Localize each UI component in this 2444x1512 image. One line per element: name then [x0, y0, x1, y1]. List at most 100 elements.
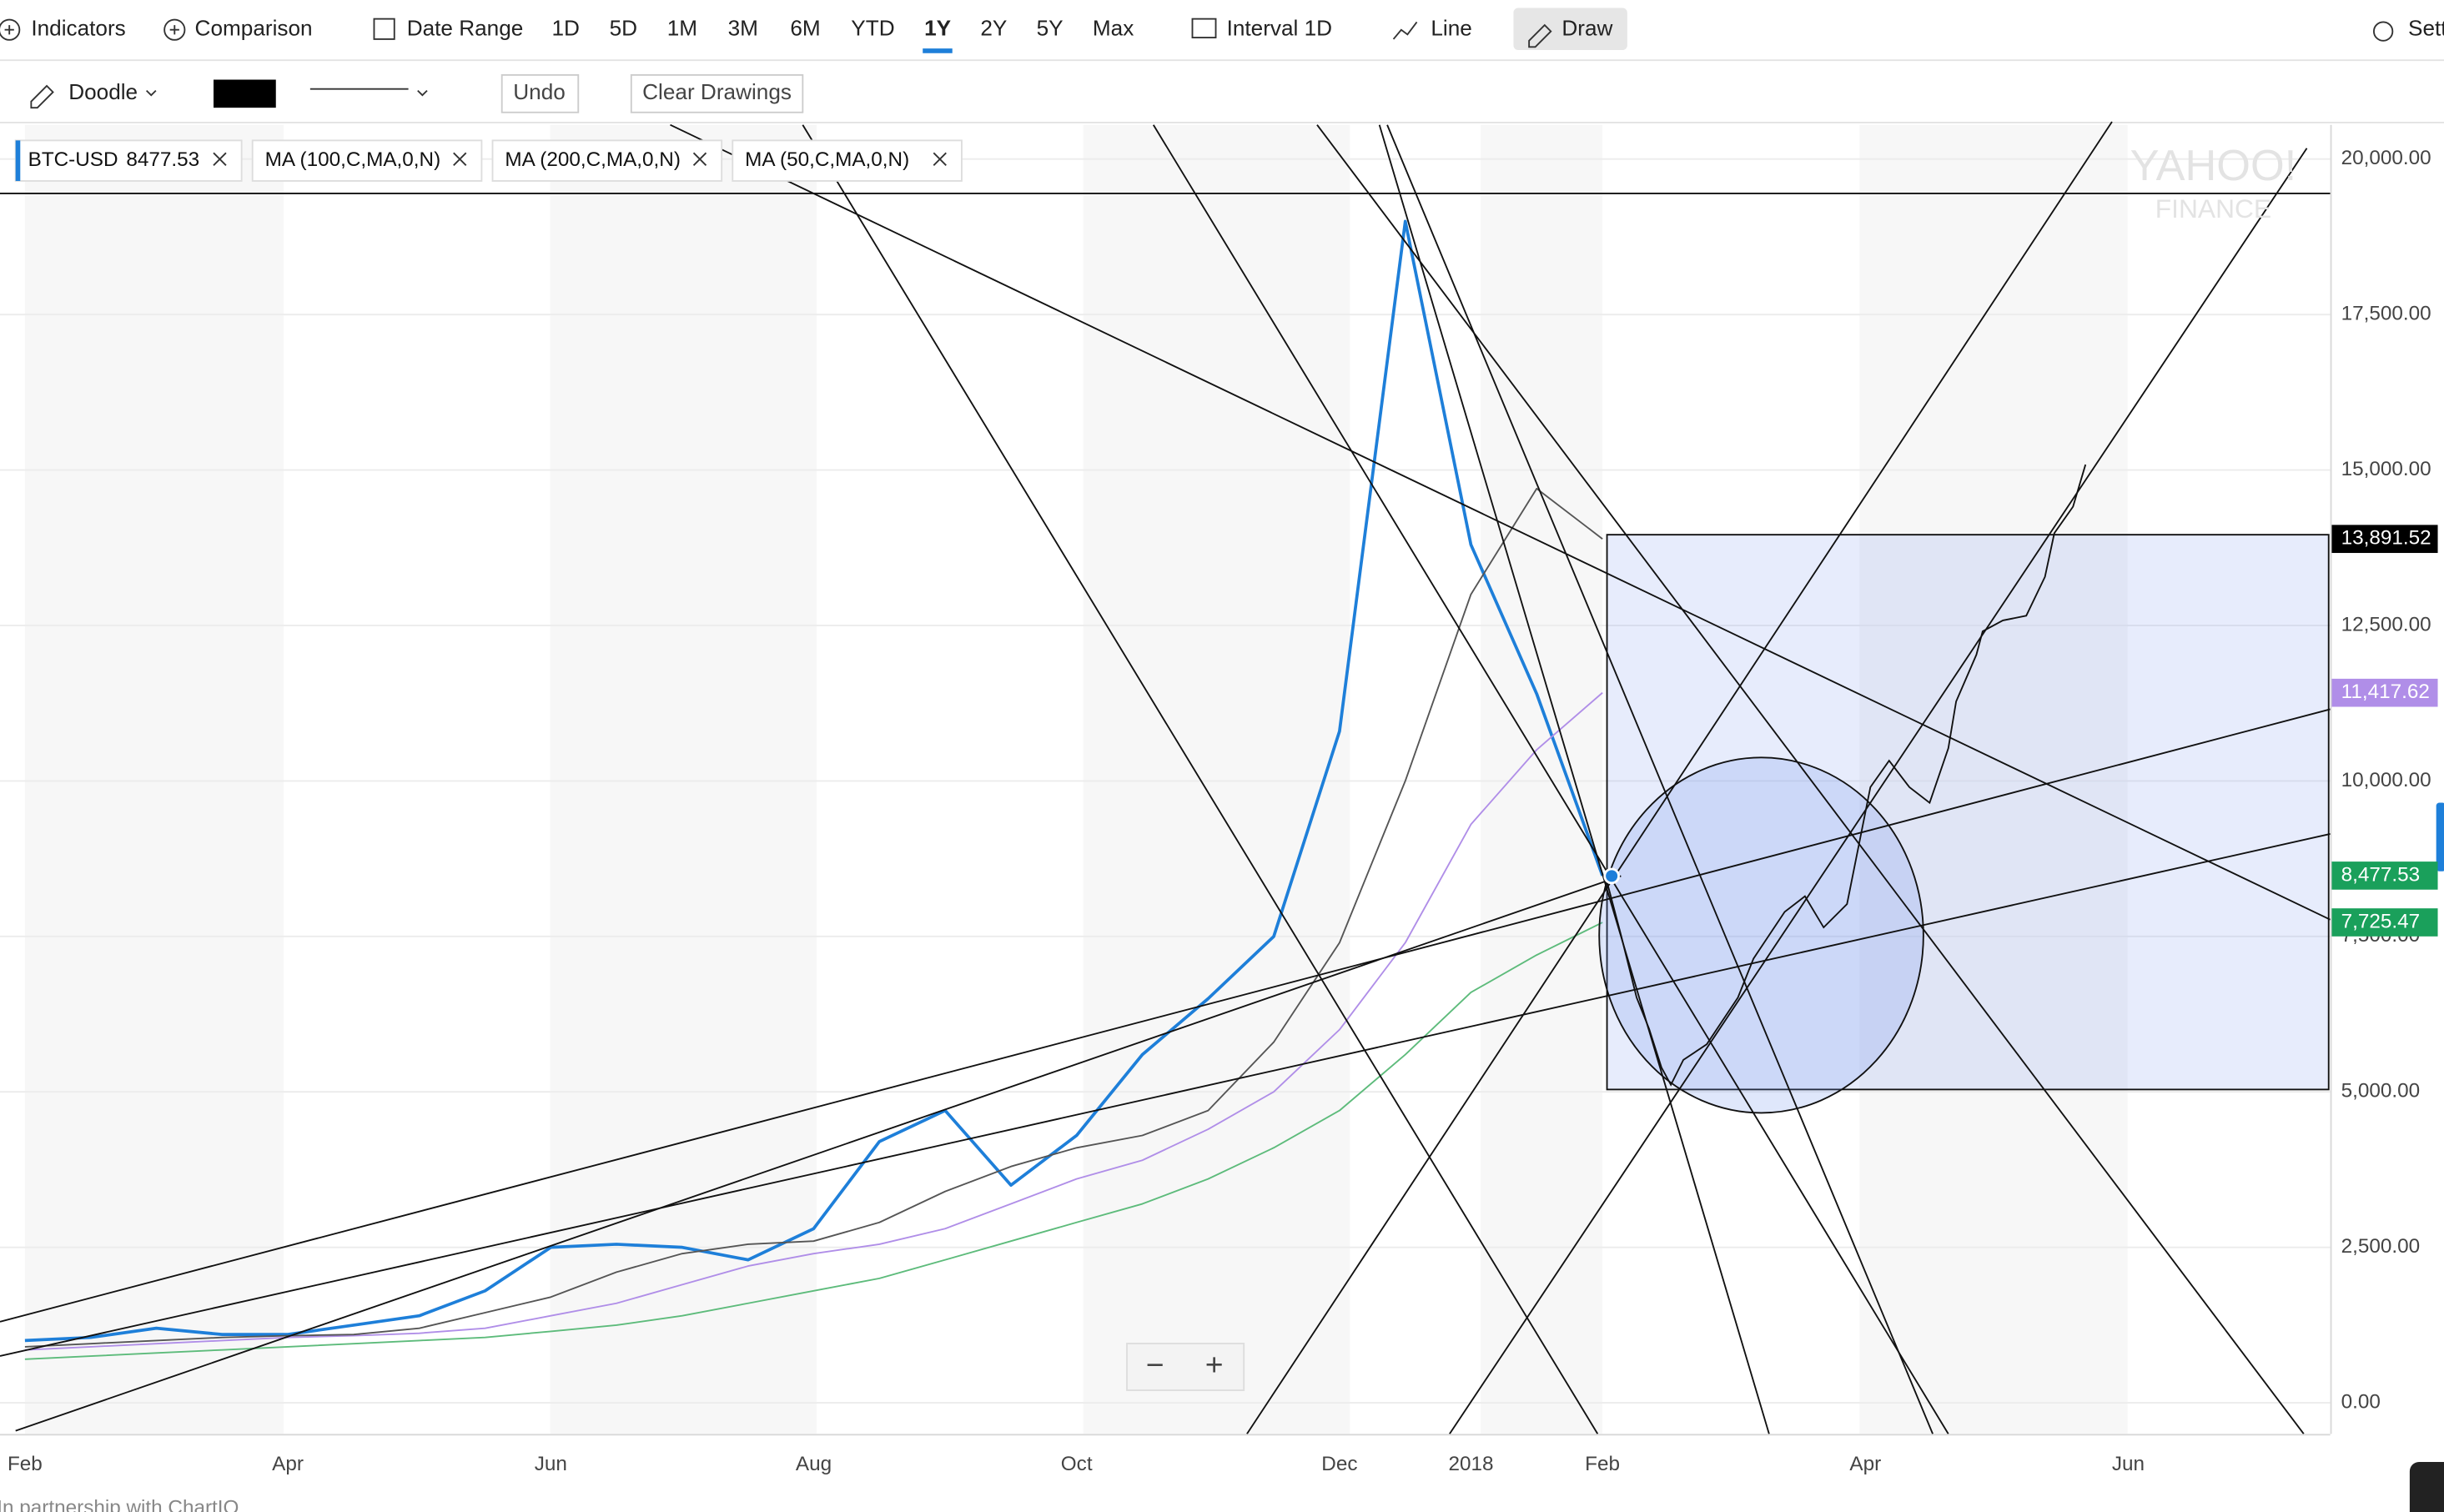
x-tick-label: Apr	[1849, 1453, 1881, 1475]
price-tag-label: 7,725.47	[2341, 910, 2421, 932]
x-tick-label: Feb	[8, 1453, 43, 1475]
legend-name: BTC-USD	[28, 148, 118, 171]
toolbar-item[interactable]: 3M	[728, 16, 758, 41]
y-tick-label: 17,500.00	[2341, 303, 2431, 325]
drawn-ellipse	[1598, 756, 1924, 1114]
toolbar-item[interactable]: Sett	[2408, 16, 2444, 41]
freehand-doodle	[1604, 464, 2087, 1087]
price-line	[24, 219, 1604, 1343]
y-tick-label: 12,500.00	[2341, 613, 2431, 635]
y-tick-label: 20,000.00	[2341, 147, 2431, 169]
drawn-line	[1316, 124, 2305, 1434]
y-tick-label: 10,000.00	[2341, 769, 2431, 791]
legend-chip[interactable]	[491, 139, 723, 182]
plus-icon	[4, 25, 14, 35]
x-tick-label: Oct	[1061, 1453, 1093, 1475]
footer: In partnership with ChartIQ	[0, 1496, 239, 1512]
price-tag	[2331, 861, 2438, 890]
price-tag	[2331, 908, 2438, 937]
drawn-line	[1152, 124, 1949, 1434]
legend-name: MA (50,C,MA,0,N)	[745, 148, 909, 171]
drawn-line	[802, 124, 1599, 1434]
price-line	[24, 922, 1603, 1360]
toolbar: Indicators Comparison Date Range 1D 5D 1M 3M 6M…	[0, 8, 2444, 53]
legend-accent	[15, 140, 21, 181]
clear-button[interactable]	[630, 73, 804, 113]
zoom-in[interactable]: +	[1205, 1347, 1224, 1382]
legend-close[interactable]	[213, 152, 227, 166]
price-tag	[2331, 525, 2438, 554]
pencil-icon	[30, 84, 54, 109]
zoom-out[interactable]: −	[1146, 1347, 1164, 1382]
drawings	[0, 121, 2331, 1434]
legend-chip[interactable]	[251, 139, 483, 182]
x-tick-label: Feb	[1585, 1453, 1620, 1475]
toolbar-item[interactable]: 1M	[667, 16, 697, 41]
plus-icon	[169, 25, 179, 35]
y-tick-label: 15,000.00	[2341, 458, 2431, 480]
undo-label: Undo	[513, 79, 566, 104]
drawn-line	[0, 708, 2331, 1323]
legend-close[interactable]	[933, 152, 947, 166]
band	[24, 124, 284, 1434]
toolbar-item[interactable]: 2Y	[980, 16, 1007, 41]
toolbar-item[interactable]: Line	[1431, 16, 1471, 41]
toolbar-item[interactable]: 6M	[790, 16, 820, 41]
selected-underline	[923, 48, 953, 53]
drawing-toolbar: Doodle Undo Clear Drawings	[30, 73, 804, 113]
undo-button[interactable]	[500, 73, 580, 113]
drawn-line	[15, 875, 1622, 1432]
legend-name: MA (100,C,MA,0,N)	[265, 148, 440, 171]
legend-value: 8477.53	[126, 148, 199, 171]
price-tag-label: 8,477.53	[2341, 863, 2421, 886]
toolbar-item[interactable]: Indicators	[31, 16, 125, 41]
calendar-icon	[373, 18, 395, 40]
toolbar-item[interactable]: Draw	[1561, 16, 1612, 41]
scroll-handle[interactable]	[2436, 802, 2444, 872]
y-tick-label: 2,500.00	[2341, 1235, 2421, 1258]
band	[550, 124, 817, 1434]
legend-name: MA (200,C,MA,0,N)	[505, 148, 681, 171]
toolbar-item[interactable]: Date Range	[407, 16, 524, 41]
doodle-tool[interactable]: Doodle	[68, 79, 138, 104]
drawing-anchor	[1603, 867, 1620, 885]
toolbar-item[interactable]: Comparison	[195, 16, 313, 41]
y-tick-label: 5,000.00	[2341, 1080, 2421, 1103]
chat-button[interactable]	[2409, 1461, 2444, 1512]
x-tick-label: Jun	[2112, 1453, 2145, 1475]
legend-chip[interactable]	[732, 139, 963, 182]
legend: BTC-USD 8477.53 MA (100,C,MA,0,N) MA (200,C…	[14, 139, 963, 182]
drawn-line	[1246, 121, 2113, 1434]
toolbar-item[interactable]: Max	[1093, 16, 1134, 41]
watermark: FINANCE	[2155, 193, 2271, 224]
drawn-line	[0, 833, 2331, 1357]
legend-close[interactable]	[692, 152, 707, 166]
x-tick-label: Jun	[535, 1453, 567, 1475]
drawn-line	[1386, 124, 1934, 1434]
toolbar-item[interactable]: 1D	[551, 16, 579, 41]
toolbar-item[interactable]: 5D	[610, 16, 637, 41]
toolbar-item[interactable]: YTD	[851, 16, 894, 41]
price-tag-label: 13,891.52	[2341, 527, 2431, 550]
zoom-panel	[1126, 1343, 1245, 1391]
x-tick-label: 2018	[1448, 1453, 1493, 1475]
ruler-icon	[1191, 18, 1217, 38]
chevron	[145, 89, 157, 97]
clear-label: Clear Drawings	[642, 79, 792, 104]
band	[1481, 124, 1602, 1434]
toolbar-item[interactable]: Interval 1D	[1227, 16, 1332, 41]
color-swatch[interactable]	[214, 79, 276, 108]
x-tick-label: Apr	[272, 1453, 304, 1475]
drawn-line	[670, 123, 2331, 921]
toolbar-item[interactable]: 5Y	[1037, 16, 1064, 41]
plus-icon	[0, 18, 21, 41]
band	[1083, 124, 1350, 1434]
grid	[0, 158, 2331, 1404]
drawn-line	[1449, 148, 2308, 1434]
pencil-icon	[1528, 23, 1552, 48]
line-icon	[1392, 21, 1418, 40]
toolbar-item[interactable]: 1Y	[924, 16, 952, 41]
legend-close[interactable]	[453, 152, 467, 166]
gear-icon	[2372, 21, 2394, 42]
